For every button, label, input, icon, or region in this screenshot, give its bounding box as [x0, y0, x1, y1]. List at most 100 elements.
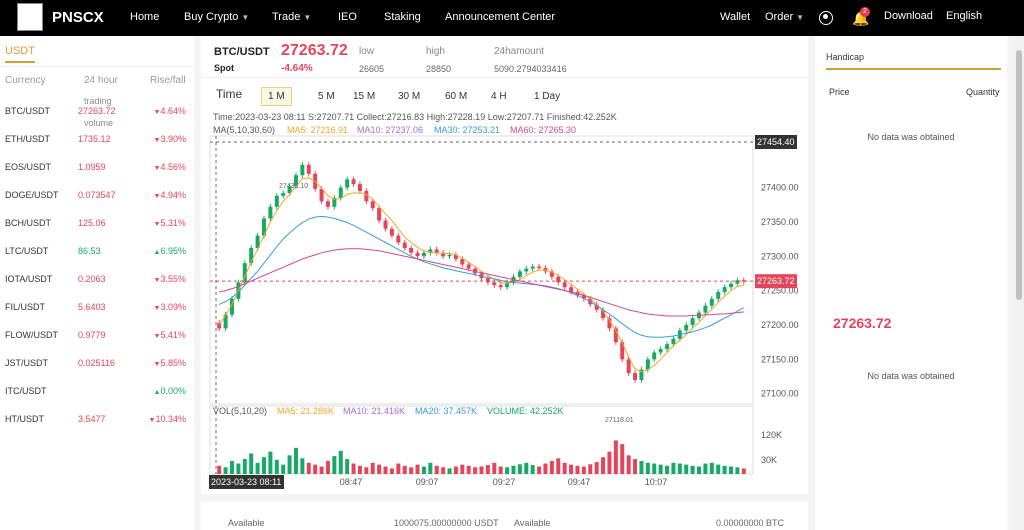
nav-buy-crypto[interactable]: Buy Crypto ▼ — [184, 11, 249, 23]
column-header-24h-volume[interactable]: 24 hour — [84, 75, 118, 86]
logo-image[interactable] — [17, 3, 43, 31]
nav-home[interactable]: Home — [130, 11, 160, 23]
logo-text[interactable]: PNSCX — [52, 9, 104, 26]
candle-body — [274, 195, 279, 207]
market-row[interactable]: BTC/USDT 27263.72 ▼4.64% — [0, 106, 194, 134]
market-row[interactable]: DOGE/USDT 0.073547 ▼4.94% — [0, 190, 194, 218]
candlestick-chart[interactable]: Time:2023-03-23 08:11 S:27207.71 Collect… — [201, 108, 808, 494]
market-row[interactable]: LTC/USDT 86.53 ▲6.95% — [0, 246, 194, 274]
crosshair-price-label: 27454.40 — [757, 137, 795, 147]
volume-bar — [428, 462, 433, 474]
candle-body — [639, 369, 644, 380]
timeframe-button[interactable]: 5 M — [318, 91, 335, 102]
volume-bar — [345, 459, 350, 474]
market-change-value: 5.85% — [160, 358, 186, 368]
column-header-currency[interactable]: Currency — [5, 75, 46, 86]
volume-bar — [620, 444, 625, 474]
crosshair-time-box — [209, 475, 284, 489]
market-symbol: FLOW/USDT — [5, 330, 58, 340]
user-account-icon[interactable] — [819, 11, 833, 25]
market-row[interactable]: JST/USDT 0.025116 ▼5.85% — [0, 358, 194, 386]
candle-body — [229, 298, 234, 315]
chart-svg[interactable]: Time:2023-03-23 08:11 S:27207.71 Collect… — [201, 108, 808, 494]
candle-body — [325, 201, 330, 207]
nav-announcement-center[interactable]: Announcement Center — [445, 11, 556, 23]
candle-body — [242, 263, 247, 283]
nav-trade[interactable]: Trade ▼ — [272, 11, 311, 23]
market-price: 0.025116 — [78, 358, 115, 368]
market-price: 1735.12 — [78, 134, 111, 144]
arrow-down-icon: ▼ — [153, 305, 161, 312]
candle-body — [524, 268, 529, 272]
ma-legend-text: MA60: 27265.30 — [510, 125, 576, 135]
volume-bar — [530, 465, 535, 474]
timeframe-button[interactable]: 4 H — [491, 91, 507, 102]
nav-language[interactable]: English — [946, 10, 983, 22]
timeframe-button[interactable]: 1 M — [261, 87, 292, 106]
market-row[interactable]: HT/USDT 3.5477 ▼10.34% — [0, 414, 194, 442]
current-price-label: 27263.72 — [757, 276, 795, 286]
arrow-down-icon: ▼ — [153, 333, 161, 340]
market-row[interactable]: ITC/USDT ▲0.00% — [0, 386, 194, 414]
volume-bar — [217, 465, 222, 474]
tab-usdt[interactable]: USDT — [5, 45, 35, 63]
volume-bar — [383, 466, 388, 474]
scrollbar-thumb[interactable] — [1016, 50, 1022, 300]
column-header-rise-fall[interactable]: Rise/fall — [150, 75, 186, 86]
timeframe-button[interactable]: 15 M — [353, 91, 376, 102]
market-row[interactable]: EOS/USDT 1.0959 ▼4.56% — [0, 162, 194, 190]
market-change-value: 4.94% — [160, 190, 186, 200]
candle-body — [735, 280, 740, 284]
market-change: ▲0.00% — [140, 386, 186, 396]
market-change: ▼5.85% — [140, 358, 186, 368]
available-value-left: 1000075.00000000 USDT — [394, 518, 499, 528]
market-price: 125.06 — [78, 218, 106, 228]
market-change-value: 5.41% — [160, 330, 186, 340]
timeframe-button[interactable]: 60 M — [445, 91, 468, 102]
volume-bar — [645, 462, 650, 474]
market-row[interactable]: IOTA/USDT 0.2063 ▼3.55% — [0, 274, 194, 302]
volume-bar — [421, 466, 426, 474]
volume-tick-label: 120K — [761, 430, 782, 440]
candle-body — [383, 220, 388, 229]
volume-bar — [613, 440, 618, 474]
ma-legend-text: MA30: 27253.21 — [434, 125, 500, 135]
candle-body — [453, 254, 458, 260]
market-row[interactable]: FIL/USDT 5.6403 ▼3.09% — [0, 302, 194, 330]
nav-ieo[interactable]: IEO — [338, 11, 357, 23]
x-axis-tick-label: 09:47 — [568, 477, 591, 487]
nav-order[interactable]: Order ▼ — [765, 11, 804, 23]
y-axis-tick-label: 27150.00 — [761, 354, 799, 364]
nav-staking[interactable]: Staking — [384, 11, 421, 23]
nav-download[interactable]: Download — [884, 10, 933, 22]
page-scrollbar[interactable] — [1014, 36, 1024, 530]
ma5-line — [218, 177, 744, 373]
volume-bar — [402, 465, 407, 474]
candle-body — [722, 287, 727, 292]
market-row[interactable]: BCH/USDT 125.06 ▼5.31% — [0, 218, 194, 246]
handicap-title[interactable]: Handicap — [826, 52, 865, 62]
market-change-value: 3.09% — [160, 302, 186, 312]
candle-body — [409, 248, 414, 253]
chart-ohlc-info: Time:2023-03-23 08:11 S:27207.71 Collect… — [213, 112, 617, 122]
market-row[interactable]: FLOW/USDT 0.9779 ▼5.41% — [0, 330, 194, 358]
empty-state-bids: No data was obtained — [867, 371, 955, 381]
candle-body — [364, 190, 369, 202]
market-change: ▼3.09% — [140, 302, 186, 312]
nav-wallet[interactable]: Wallet — [720, 11, 751, 23]
market-row[interactable]: ETH/USDT 1735.12 ▼3.90% — [0, 134, 194, 162]
arrow-down-icon: ▼ — [153, 361, 161, 368]
timeframe-button[interactable]: 30 M — [398, 91, 421, 102]
volume-bar — [575, 465, 580, 474]
volume-bar — [370, 462, 375, 474]
ma-legend-text: MA(5,10,30,60) — [213, 125, 275, 135]
crosshair-price-box — [755, 135, 797, 149]
market-symbol: BCH/USDT — [5, 218, 52, 228]
volume-bar — [332, 456, 337, 474]
arrow-down-icon: ▼ — [148, 417, 156, 424]
candle-body — [613, 328, 618, 343]
market-change: ▼3.55% — [140, 274, 186, 284]
timeframe-button[interactable]: 1 Day — [534, 91, 561, 102]
divider — [0, 66, 194, 67]
market-type: Spot — [214, 63, 234, 73]
